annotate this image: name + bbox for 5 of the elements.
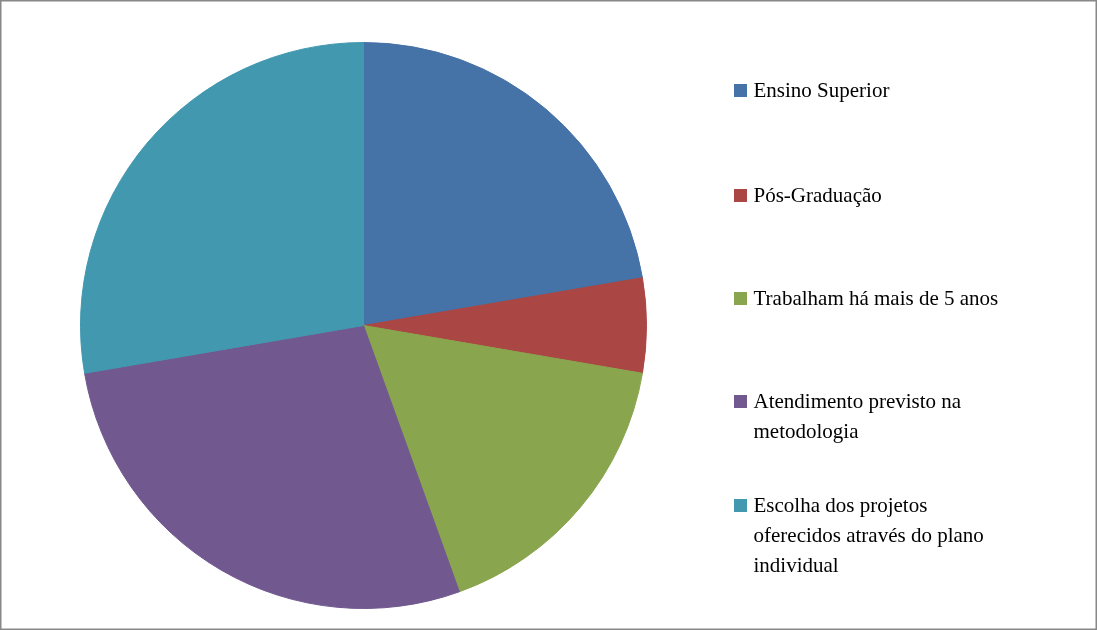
legend-label: Pós-Graduação bbox=[753, 182, 882, 207]
legend-label: Escolha dos projetos oferecidos através do plano individual bbox=[753, 492, 984, 577]
legend-label: Atendimento previsto na metodologia bbox=[753, 388, 962, 443]
legend-label: Ensino Superior bbox=[753, 77, 890, 102]
legend-label: Trabalham há mais de 5 anos bbox=[753, 285, 999, 310]
